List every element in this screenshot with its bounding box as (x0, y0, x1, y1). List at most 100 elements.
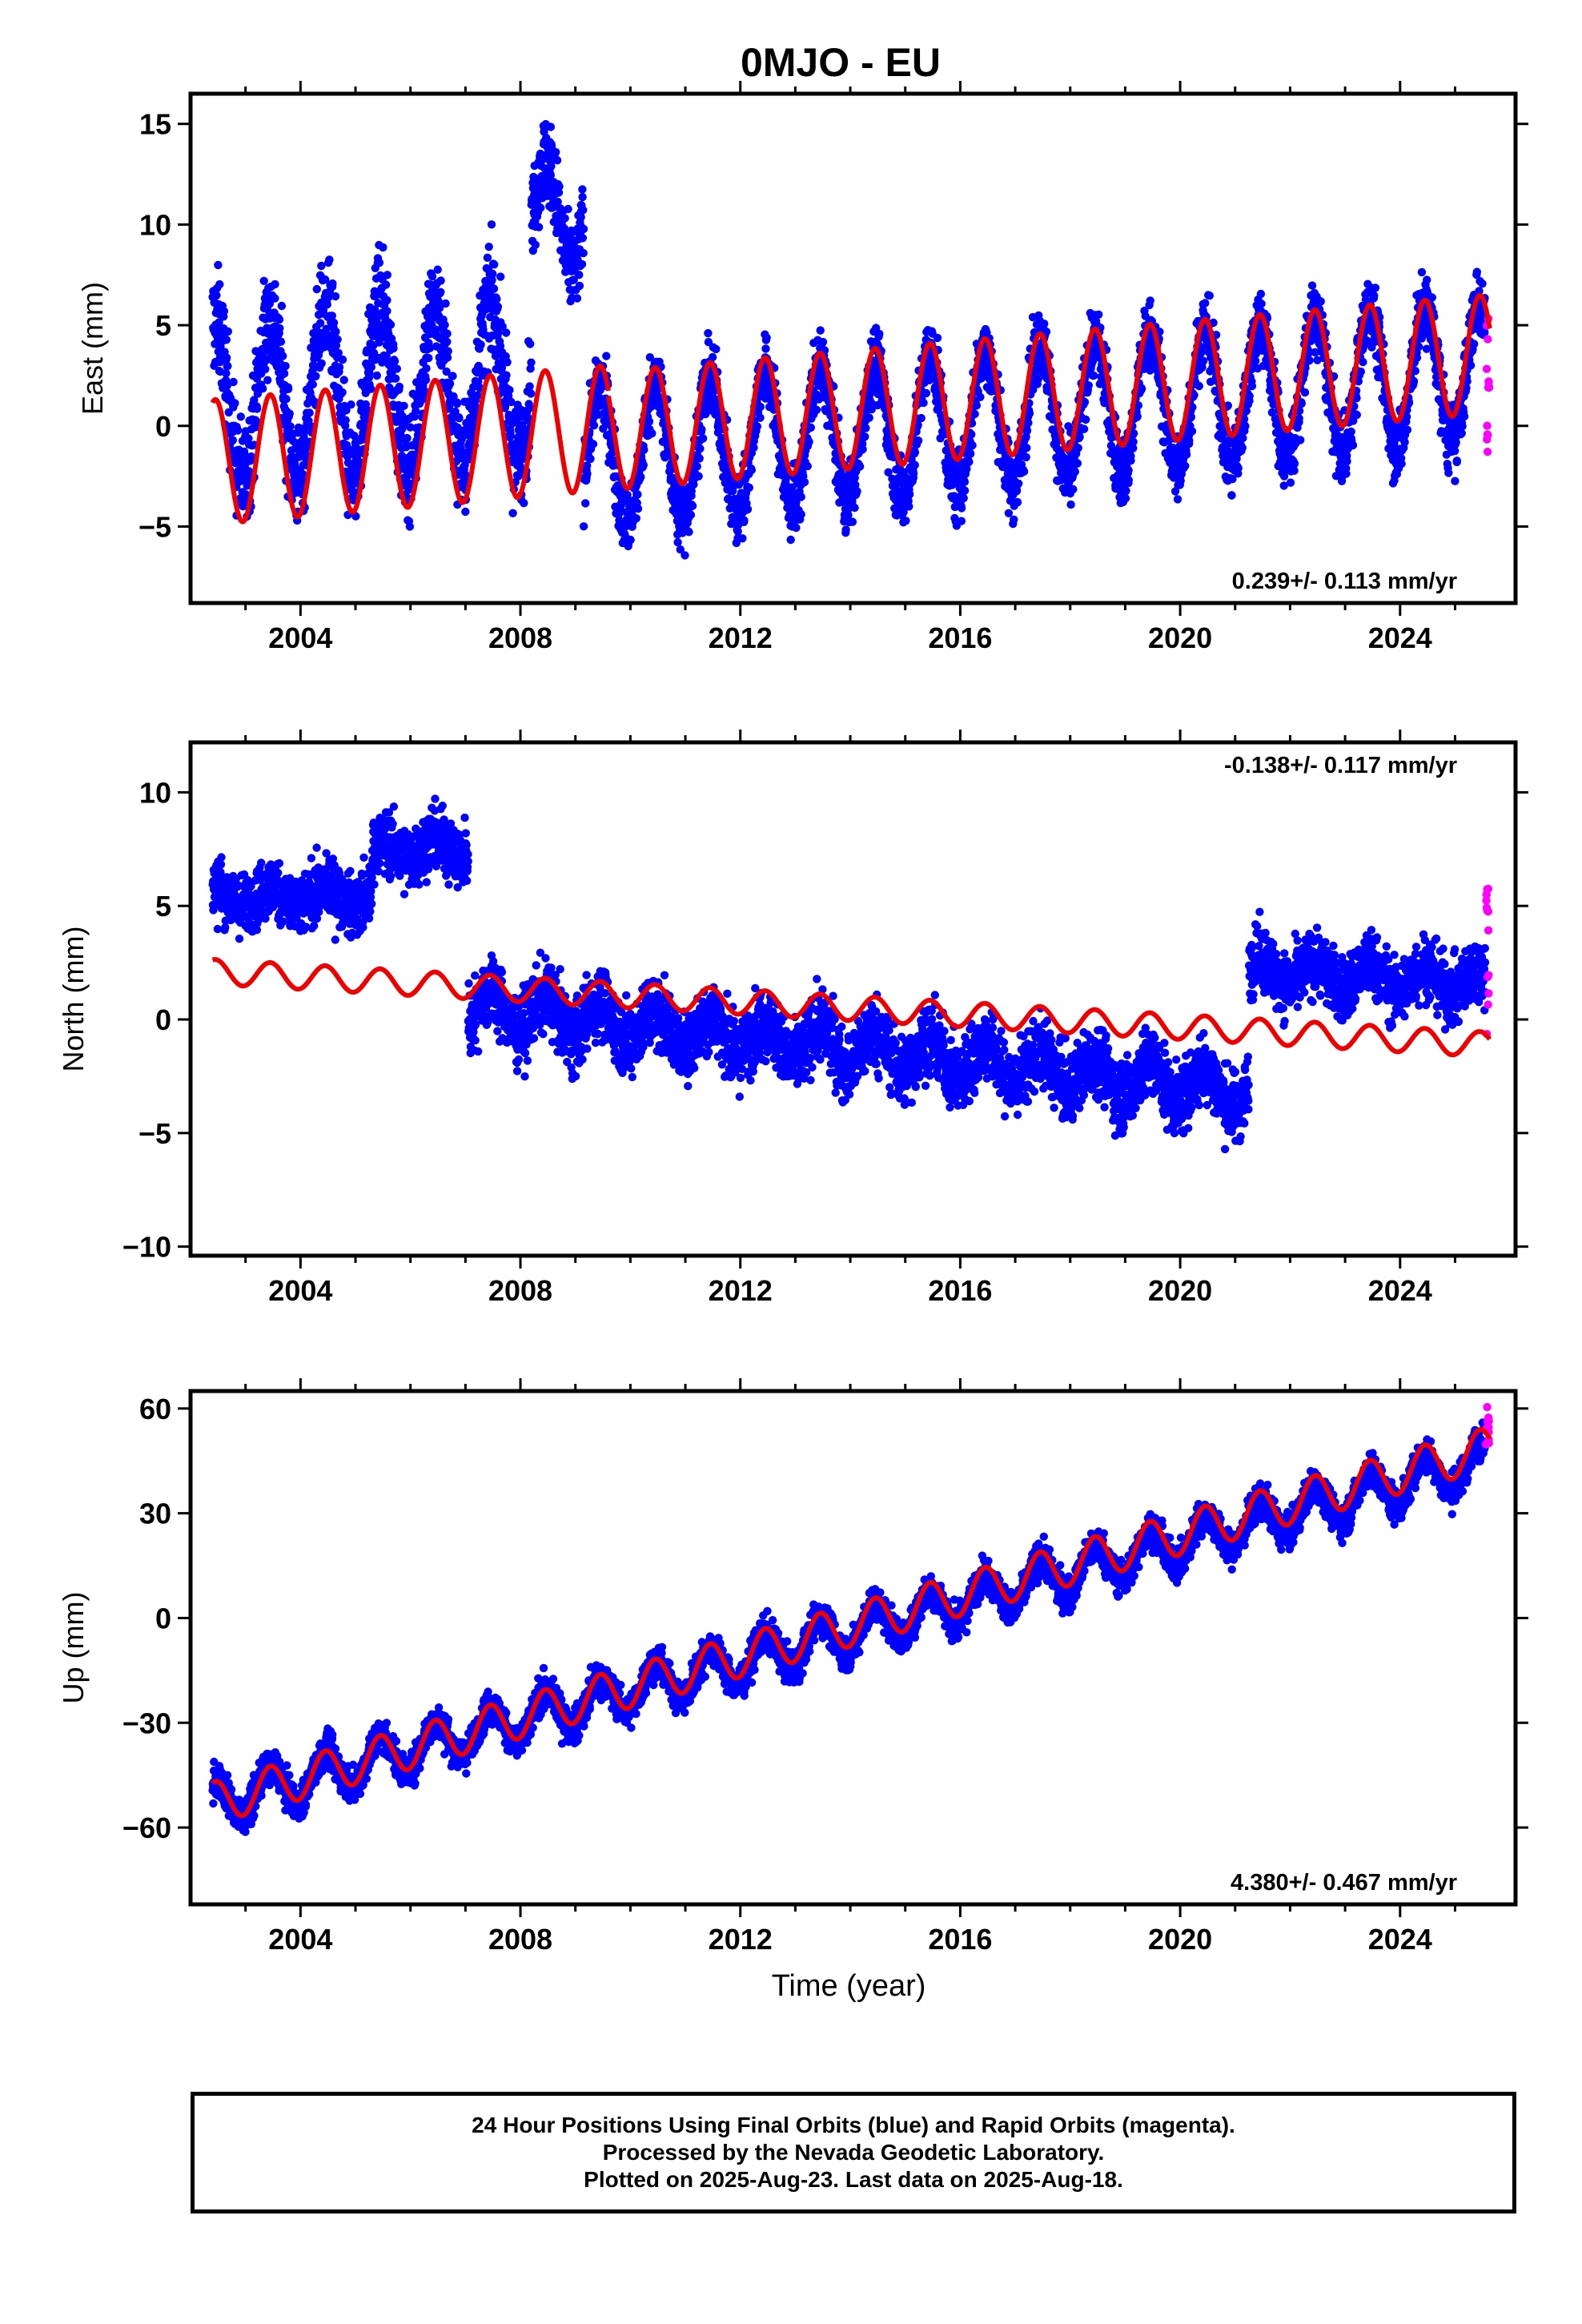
east-final-point (688, 501, 697, 510)
east-final-point (236, 412, 245, 421)
east-final-point (917, 413, 926, 423)
east-final-point (421, 376, 431, 384)
east-final-point (579, 248, 588, 258)
east-final-point (909, 469, 918, 478)
east-final-point (976, 392, 985, 401)
east-final-point (1124, 466, 1133, 475)
east-final-point (443, 329, 452, 338)
east-final-point (527, 358, 536, 367)
east-final-point (391, 374, 400, 383)
east-final-point (531, 240, 540, 249)
east-final-point (215, 318, 223, 327)
east-final-point (244, 434, 253, 443)
east-final-point (259, 384, 267, 393)
east-final-point (328, 279, 337, 288)
east-final-point (816, 326, 825, 335)
east-final-point (698, 434, 708, 443)
east-final-point (452, 399, 462, 408)
east-final-point (247, 452, 255, 461)
east-final-point (496, 272, 505, 281)
east-final-point (745, 483, 753, 493)
east-final-point (503, 358, 512, 367)
east-final-point (367, 363, 375, 372)
east-final-point (1370, 292, 1379, 300)
east-final-point (957, 517, 966, 525)
east-final-point (1300, 388, 1310, 397)
east-final-point (633, 490, 642, 499)
east-final-point (1014, 479, 1023, 488)
east-final-point (333, 335, 342, 344)
east-final-point (327, 312, 336, 320)
east-final-point (285, 409, 294, 418)
east-final-point (1400, 438, 1409, 447)
east-final-point (1024, 418, 1033, 428)
east-final-point (325, 255, 334, 264)
east-final-point (1247, 381, 1257, 391)
east-final-point (259, 276, 268, 285)
east-final-point (933, 333, 942, 343)
east-final-point (1343, 456, 1351, 466)
east-final-point (753, 422, 761, 431)
east-final-point (428, 271, 437, 281)
east-final-point (502, 328, 511, 337)
east-final-point (395, 382, 404, 392)
east-final-point (1089, 371, 1098, 380)
east-final-point (578, 234, 588, 243)
east-final-point (960, 477, 970, 486)
east-final-point (694, 472, 703, 480)
east-final-point (223, 327, 232, 336)
east-final-point (283, 384, 293, 393)
east-final-point (546, 123, 556, 131)
east-final-point (1094, 310, 1103, 319)
east-final-point (1205, 292, 1215, 300)
east-final-point (1121, 494, 1130, 503)
east-final-point (919, 398, 928, 408)
east-final-point (1181, 461, 1190, 470)
east-final-point (412, 407, 420, 416)
east-final-point (1069, 485, 1078, 494)
east-final-point (797, 510, 805, 519)
east-final-point (311, 372, 320, 380)
east-final-point (800, 477, 809, 487)
east-final-point (552, 156, 562, 165)
east-final-point (1022, 452, 1030, 462)
east-final-point (965, 457, 974, 466)
east-final-point (848, 517, 857, 526)
east-final-point (747, 465, 756, 475)
east-final-point (1316, 297, 1325, 306)
east-final-point (424, 353, 433, 363)
east-final-point (527, 389, 536, 398)
east-final-point (797, 493, 805, 501)
east-final-point (1256, 289, 1266, 299)
east-final-point (1082, 415, 1090, 424)
east-final-point (673, 538, 682, 547)
east-final-point (1022, 426, 1032, 436)
east-final-point (865, 413, 873, 422)
east-final-point (526, 340, 535, 348)
east-final-point (279, 369, 289, 378)
east-final-point (1307, 281, 1317, 290)
east-final-point (1257, 300, 1266, 308)
east-final-point (455, 414, 464, 423)
east-final-point (1025, 408, 1034, 418)
east-final-point (1013, 497, 1022, 507)
east-final-point (436, 276, 445, 285)
east-final-point (422, 364, 431, 373)
east-final-point (1133, 412, 1142, 421)
east-final-point (1295, 414, 1303, 423)
east-final-point (966, 449, 975, 458)
east-final-point (1241, 422, 1250, 431)
east-final-point (1040, 320, 1049, 328)
east-final-point (222, 369, 231, 378)
east-final-point (443, 337, 452, 346)
east-final-point (520, 499, 528, 508)
east-final-point (913, 436, 923, 445)
east-final-point (252, 404, 262, 413)
east-final-point (708, 352, 717, 362)
east-final-point (803, 461, 812, 471)
east-final-point (578, 192, 587, 202)
east-final-point (588, 440, 598, 448)
east-final-point (259, 347, 268, 356)
